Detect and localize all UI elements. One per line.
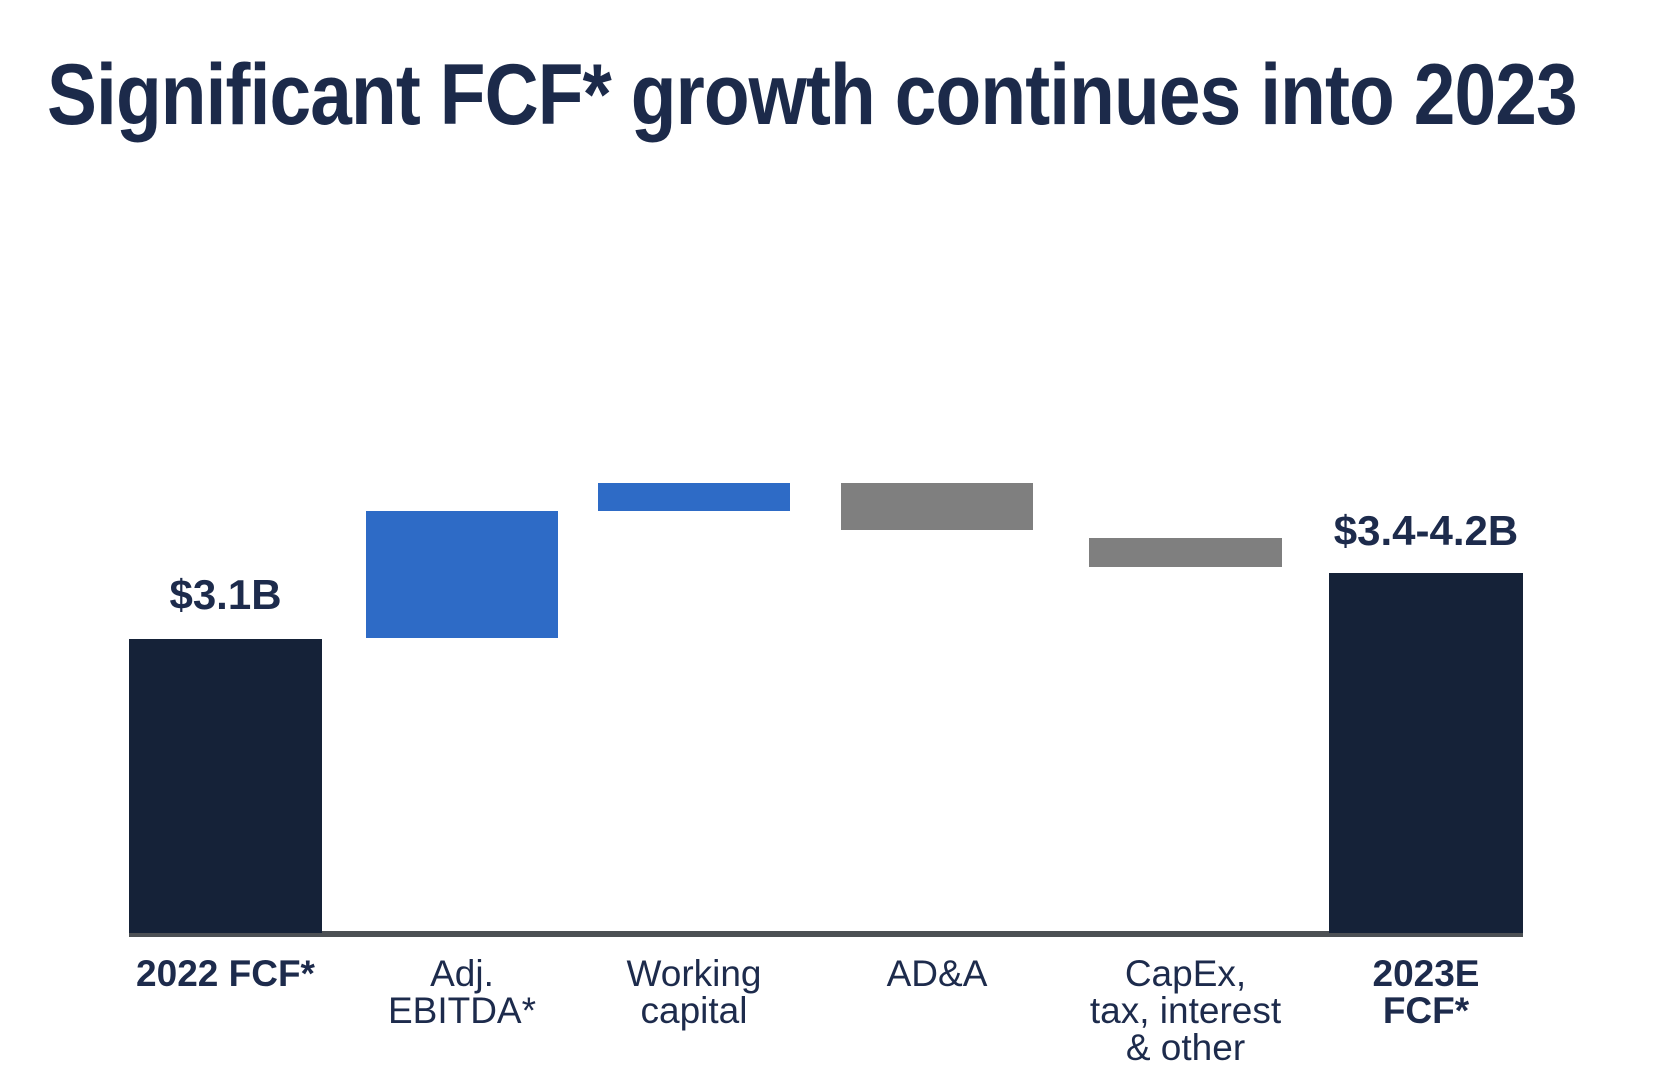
x-axis-line xyxy=(129,931,1523,937)
page-title: Significant FCF* growth continues into 2… xyxy=(47,47,1578,143)
category-label-working-capital: Working capital xyxy=(626,953,762,1031)
bar-adj-ebitda xyxy=(366,511,558,638)
bar-2022-fcf xyxy=(129,639,322,933)
category-label-2023e-fcf: 2023E FCF* xyxy=(1372,953,1480,1031)
bar-capex-tax-interest-other xyxy=(1089,538,1282,567)
bar-working-capital xyxy=(598,483,790,511)
value-label-2022-fcf: $3.1B xyxy=(169,571,282,618)
category-label-capex-tax-interest-other: CapEx, tax, interest & other xyxy=(1089,953,1282,1068)
bar-ad-and-a xyxy=(841,483,1033,530)
category-label-2022-fcf: 2022 FCF* xyxy=(136,953,315,994)
category-label-adj-ebitda: Adj. EBITDA* xyxy=(387,953,537,1031)
category-label-ad-and-a: AD&A xyxy=(886,953,988,994)
value-label-2023e-fcf: $3.4-4.2B xyxy=(1333,507,1519,554)
bar-2023e-fcf xyxy=(1329,573,1523,933)
